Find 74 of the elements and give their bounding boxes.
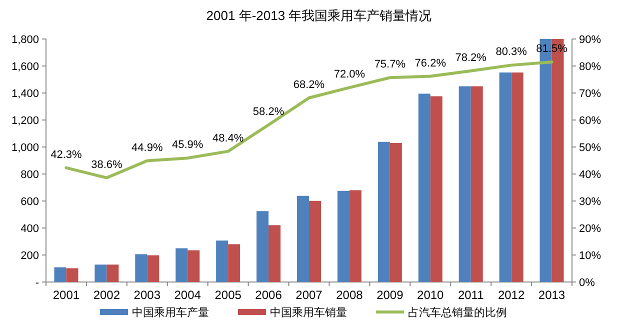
data-label: 78.2% — [455, 52, 487, 64]
bar — [297, 196, 309, 282]
bar — [499, 72, 512, 282]
data-label: 58.2% — [252, 106, 284, 118]
x-tick-label: 2004 — [174, 288, 202, 302]
bar — [94, 264, 107, 282]
x-tick-label: 2003 — [134, 288, 161, 302]
y-tick-label: 800 — [20, 169, 39, 181]
legend-label: 中国乘用车销量 — [270, 306, 347, 319]
x-tick-label: 2008 — [336, 288, 364, 302]
chart-title: 2001 年-2013 年我国乘用车产销量情况 — [206, 8, 432, 23]
y2-tick-label: 60% — [579, 115, 602, 127]
x-tick-label: 2007 — [296, 288, 323, 302]
data-label: 68.2% — [293, 78, 325, 91]
bar — [268, 225, 281, 282]
data-label: 48.4% — [212, 132, 244, 144]
x-tick-label: 2005 — [214, 288, 242, 302]
bar — [66, 268, 78, 282]
x-tick-label: 2002 — [93, 288, 120, 302]
data-label: 38.6% — [91, 158, 122, 171]
bar — [176, 248, 188, 282]
y2-tick-label: 80% — [579, 61, 602, 73]
bar — [147, 255, 160, 282]
y-tick-label: 400 — [20, 223, 39, 235]
bar — [256, 211, 269, 282]
bar — [349, 190, 362, 282]
y-tick-label: 1,200 — [11, 115, 39, 127]
bar — [378, 142, 390, 282]
bar — [511, 72, 524, 282]
bar — [228, 244, 240, 282]
x-tick-label: 2013 — [538, 288, 566, 302]
x-tick-label: 2009 — [376, 288, 404, 302]
bar — [106, 264, 119, 282]
y2-tick-label: 50% — [579, 142, 602, 154]
x-tick-label: 2001 — [52, 288, 80, 302]
x-tick-label: 2012 — [498, 288, 525, 302]
data-label: 45.9% — [172, 139, 204, 152]
y-tick-label: 1,400 — [11, 88, 39, 100]
y2-tick-label: 30% — [579, 196, 602, 208]
data-label: 76.2% — [414, 57, 446, 70]
data-label: 72.0% — [334, 68, 366, 81]
legend-label: 中国乘用车产量 — [132, 306, 209, 319]
bar — [470, 86, 483, 282]
y-tick-label: 1,600 — [11, 61, 39, 73]
data-label: 80.3% — [496, 46, 528, 58]
y2-tick-label: 90% — [579, 34, 602, 46]
y-tick-label: 1,800 — [11, 34, 39, 46]
x-tick-label: 2011 — [458, 288, 484, 302]
y-tick-label: 1,000 — [11, 142, 39, 154]
data-label: 42.3% — [50, 148, 82, 161]
y-tick-label: 600 — [20, 196, 39, 208]
data-label: 44.9% — [132, 142, 163, 154]
bar — [390, 142, 402, 282]
bar — [418, 94, 430, 282]
bar — [309, 200, 321, 282]
y2-tick-label: 0% — [579, 277, 596, 289]
y-tick-label: 200 — [20, 250, 39, 262]
bar — [135, 254, 148, 282]
x-tick-label: 2010 — [417, 288, 444, 302]
bar — [458, 86, 471, 282]
bar — [54, 267, 66, 282]
bar — [188, 250, 200, 282]
legend-label: 占汽车总销量的比例 — [408, 306, 507, 319]
bar — [337, 190, 350, 282]
data-label: 81.5% — [536, 42, 568, 55]
y2-tick-label: 40% — [579, 169, 602, 181]
bar — [430, 96, 442, 282]
y2-tick-label: 20% — [579, 223, 602, 235]
y2-tick-label: 70% — [579, 88, 602, 100]
bar — [216, 240, 228, 282]
y2-tick-label: 10% — [579, 250, 602, 262]
data-label: 75.7% — [374, 58, 406, 71]
x-tick-label: 2006 — [255, 288, 282, 302]
y-tick-label: - — [35, 277, 40, 289]
